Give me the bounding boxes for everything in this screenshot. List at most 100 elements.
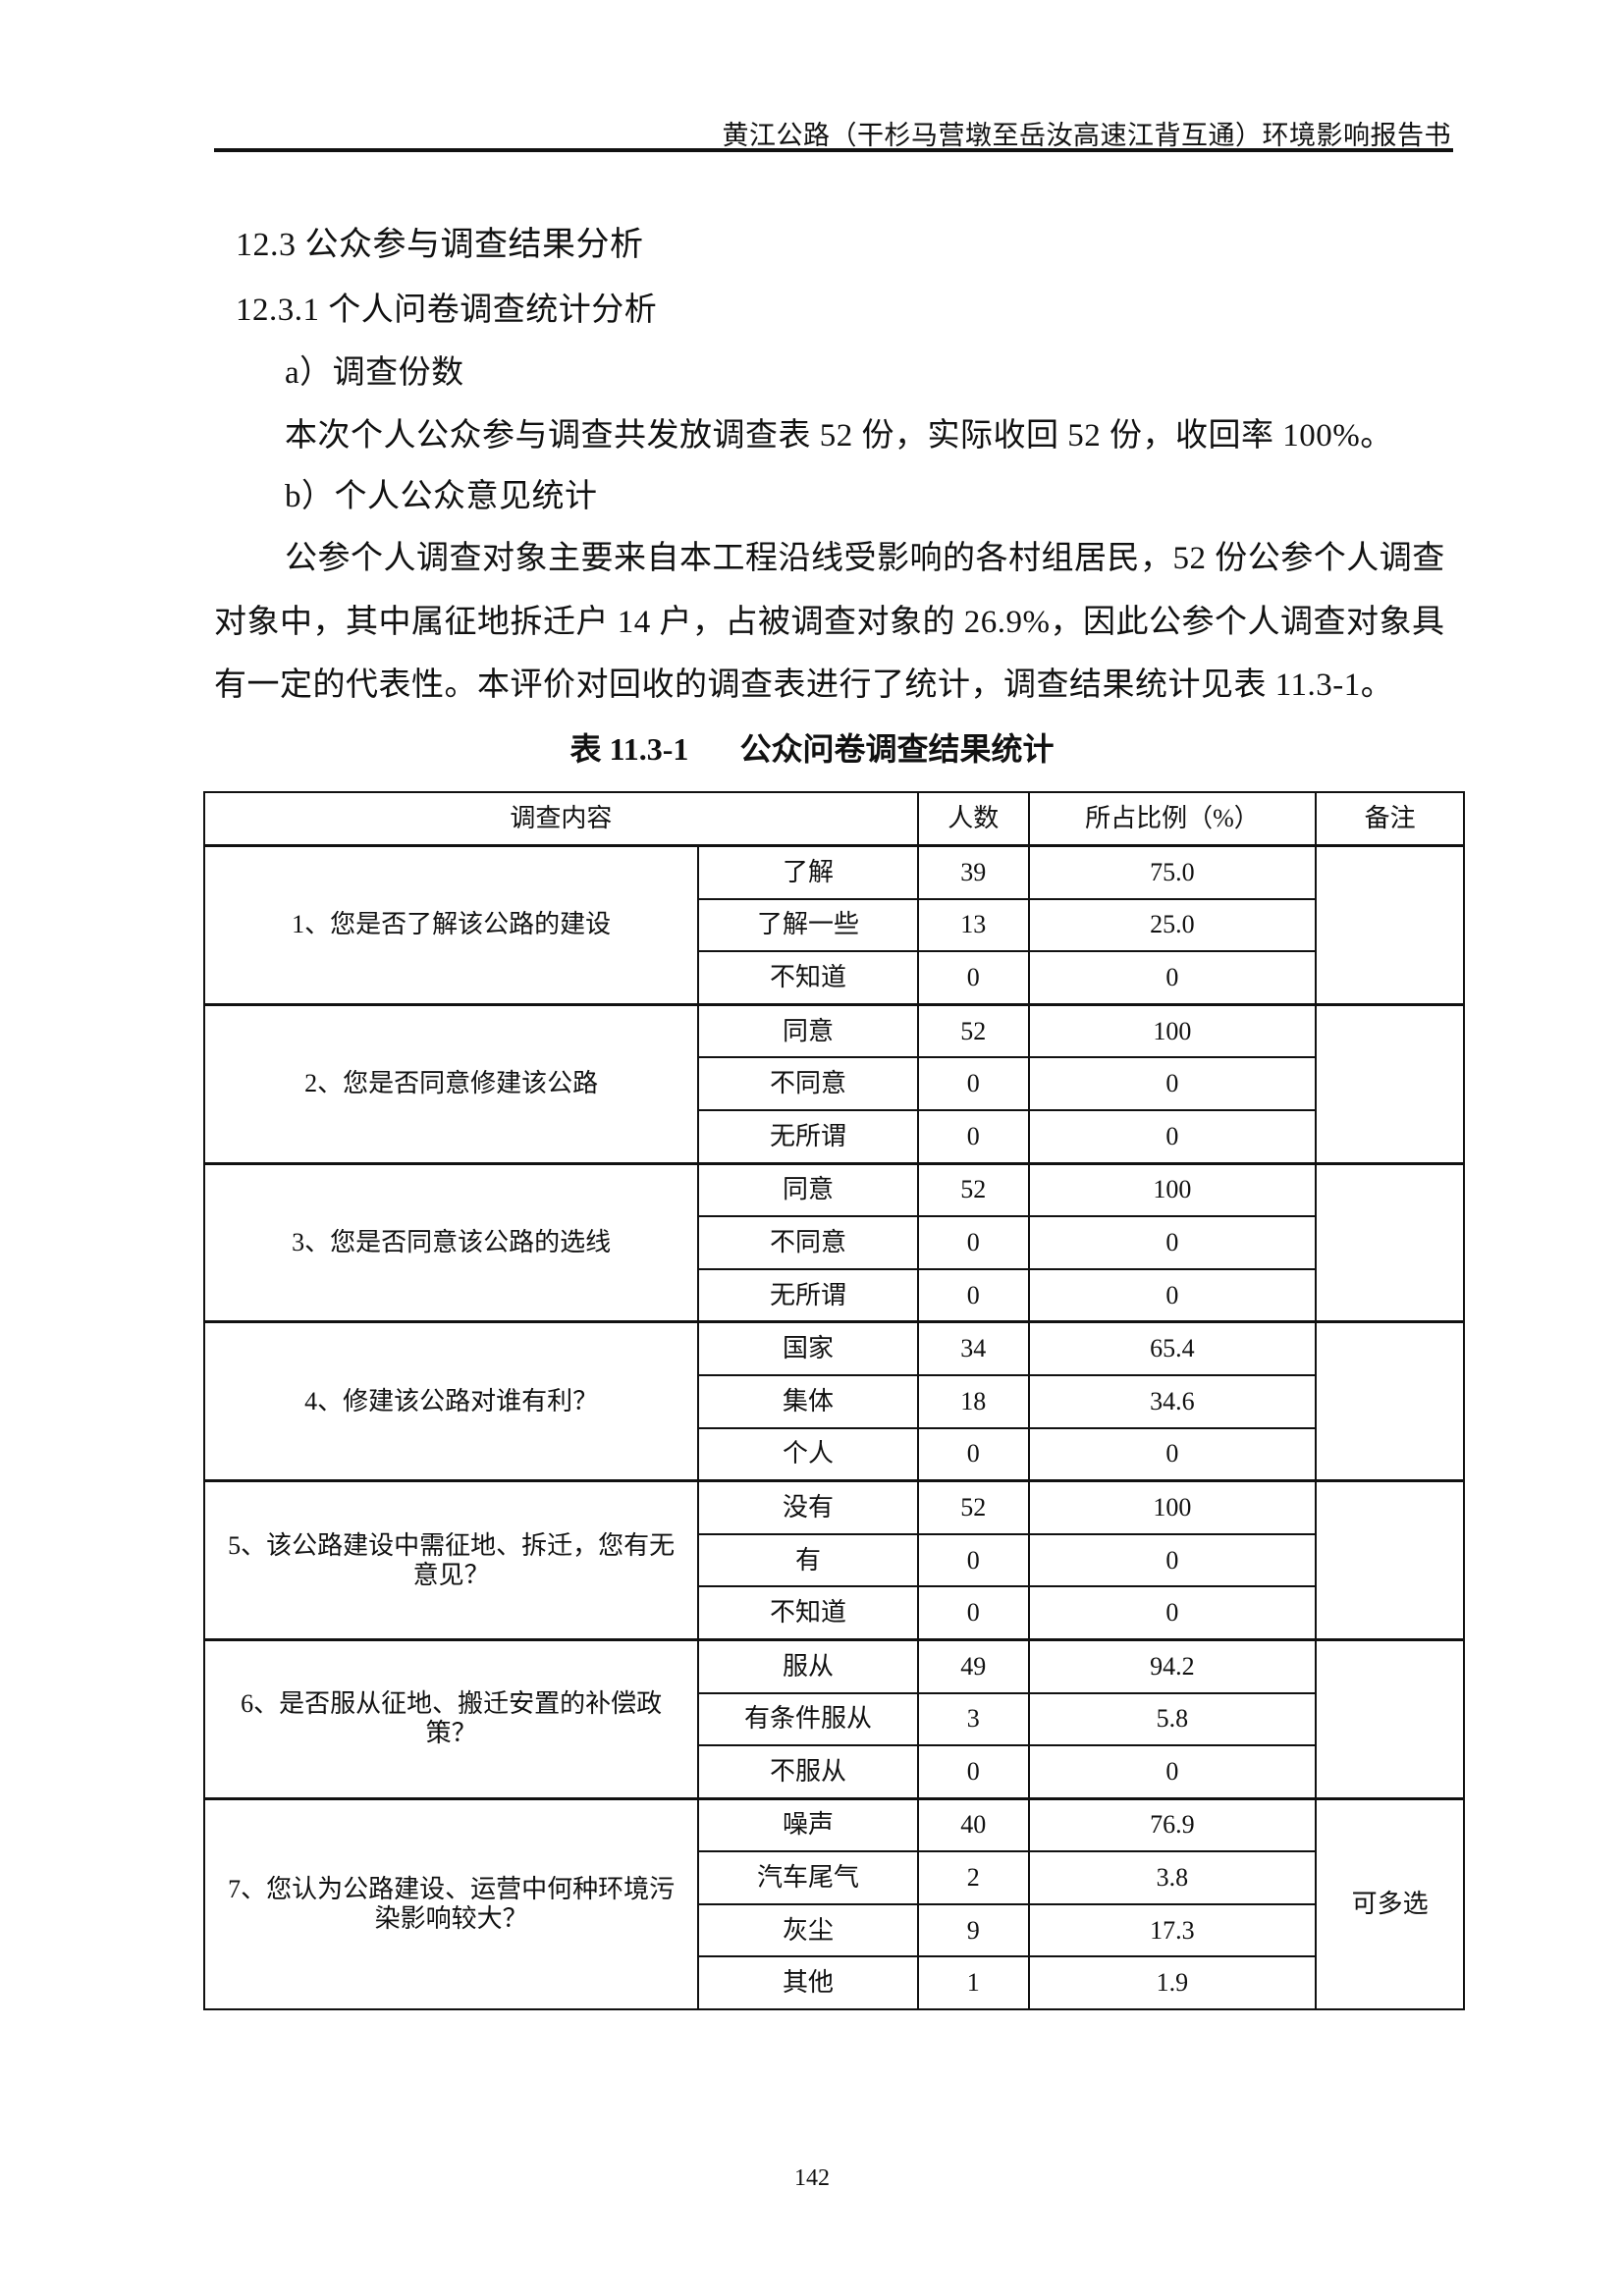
- answer-option: 不知道: [697, 950, 919, 1006]
- respondent-count: 39: [916, 843, 1030, 900]
- percentage-value: 100: [1027, 1161, 1318, 1218]
- percentage-value: 0: [1027, 1585, 1318, 1641]
- answer-option: 灰尘: [697, 1902, 919, 1958]
- percentage-value: 0: [1027, 1108, 1318, 1165]
- answer-option: 个人: [697, 1426, 919, 1482]
- percentage-value: 0: [1027, 1744, 1318, 1800]
- respondent-count: 52: [916, 1161, 1030, 1218]
- respondent-count: 52: [916, 1479, 1030, 1535]
- percentage-value: 3.8: [1027, 1850, 1318, 1905]
- question-cell: 1、您是否了解该公路的建设: [202, 844, 700, 1006]
- respondent-count: 1: [916, 1955, 1030, 2011]
- percentage-value: 76.9: [1027, 1796, 1318, 1853]
- respondent-count: 0: [916, 1426, 1030, 1482]
- note-cell: 可多选: [1315, 1796, 1465, 2011]
- note-cell: [1315, 1479, 1465, 1641]
- answer-option: 同意: [697, 1161, 919, 1218]
- item-a-heading: a）调查份数: [285, 355, 464, 391]
- answer-option: 不服从: [697, 1744, 919, 1800]
- header-note: 备注: [1315, 791, 1465, 847]
- table-row: 不同意 0 0: [204, 1215, 1464, 1270]
- percentage-value: 94.2: [1027, 1637, 1318, 1694]
- percentage-value: 0: [1027, 1215, 1318, 1270]
- answer-option: 不知道: [697, 1585, 919, 1641]
- percentage-value: 0: [1027, 950, 1318, 1006]
- table-row: 不服从 0 0: [204, 1744, 1464, 1800]
- table-header-row: 调查内容 人数 所占比例（%） 备注: [203, 791, 1465, 847]
- table-row: 了解一些 13 25.0: [204, 897, 1464, 953]
- header-percentage: 所占比例（%）: [1027, 791, 1318, 847]
- percentage-value: 17.3: [1027, 1902, 1318, 1958]
- table-row: 不同意 0 0: [204, 1056, 1464, 1111]
- table-row: 汽车尾气 2 3.8: [204, 1850, 1464, 1905]
- paragraph-line: 对象中，其中属征地拆迁户 14 户，占被调查对象的 26.9%，因此公参个人调查…: [214, 605, 1445, 640]
- respondent-count: 0: [916, 1744, 1030, 1800]
- respondent-count: 2: [916, 1850, 1030, 1905]
- respondent-count: 52: [916, 1002, 1030, 1059]
- respondent-count: 0: [916, 1215, 1030, 1270]
- table-row: 有条件服从 3 5.8: [204, 1691, 1464, 1747]
- percentage-value: 100: [1027, 1002, 1318, 1059]
- respondent-count: 49: [916, 1637, 1030, 1694]
- percentage-value: 1.9: [1027, 1955, 1318, 2011]
- answer-option: 不同意: [697, 1215, 919, 1270]
- percentage-value: 100: [1027, 1479, 1318, 1535]
- respondent-count: 0: [916, 1267, 1030, 1323]
- answer-option: 无所谓: [697, 1267, 919, 1323]
- note-cell: [1315, 1637, 1465, 1800]
- header-survey-content: 调查内容: [203, 791, 919, 847]
- percentage-value: 65.4: [1027, 1320, 1318, 1376]
- respondent-count: 0: [916, 1056, 1030, 1111]
- item-b-heading: b）个人公众意见统计: [285, 479, 598, 514]
- percentage-value: 25.0: [1027, 897, 1318, 953]
- answer-option: 同意: [697, 1002, 919, 1059]
- answer-option: 不同意: [697, 1056, 919, 1111]
- table-row: 无所谓 0 0: [204, 1108, 1464, 1165]
- question-cell: 6、是否服从征地、搬迁安置的补偿政策？: [202, 1637, 700, 1800]
- table-row: 不知道 0 0: [204, 1585, 1464, 1641]
- table-row: 无所谓 0 0: [204, 1267, 1464, 1323]
- table-row: 7、您认为公路建设、运营中何种环境污染影响较大？ 噪声 40 76.9 可多选: [202, 1796, 1465, 2011]
- subsection-heading: 12.3.1 个人问卷调查统计分析: [236, 293, 658, 328]
- table-row: 不知道 0 0: [204, 950, 1464, 1006]
- table-row: 3、您是否同意该公路的选线 同意 52 100: [202, 1161, 1465, 1323]
- table-row: 5、该公路建设中需征地、拆迁，您有无意见？ 没有 52 100: [202, 1479, 1465, 1641]
- respondent-count: 3: [916, 1691, 1030, 1747]
- note-cell: [1315, 1320, 1465, 1482]
- note-cell: [1315, 844, 1465, 1006]
- answer-option: 服从: [697, 1637, 919, 1694]
- answer-option: 噪声: [697, 1796, 919, 1853]
- paragraph-line: 公参个人调查对象主要来自本工程沿线受影响的各村组居民，52 份公参个人调查: [285, 541, 1445, 576]
- table-caption: 表 11.3-1 公众问卷调查结果统计: [0, 724, 1624, 770]
- answer-option: 有条件服从: [697, 1691, 919, 1747]
- respondent-count: 18: [916, 1373, 1030, 1429]
- paragraph-line: 有一定的代表性。本评价对回收的调查表进行了统计，调查结果统计见表 11.3-1。: [214, 667, 1394, 703]
- percentage-value: 0: [1027, 1426, 1318, 1482]
- question-cell: 2、您是否同意修建该公路: [202, 1002, 700, 1165]
- table-row: 1、您是否了解该公路的建设 了解 39 75.0: [202, 843, 1465, 1006]
- header-rule: [214, 148, 1453, 152]
- note-cell: [1315, 1002, 1465, 1165]
- question-cell: 7、您认为公路建设、运营中何种环境污染影响较大？: [202, 1796, 700, 2011]
- answer-option: 没有: [697, 1479, 919, 1535]
- survey-results-table: 调查内容 人数 所占比例（%） 备注 1、您是否了解该公路的建设 了解 39 75.0…: [202, 791, 1465, 2011]
- respondent-count: 9: [916, 1902, 1030, 1958]
- respondent-count: 13: [916, 897, 1030, 953]
- table-row: 集体 18 34.6: [204, 1373, 1464, 1429]
- percentage-value: 34.6: [1027, 1373, 1318, 1429]
- percentage-value: 0: [1027, 1056, 1318, 1111]
- percentage-value: 0: [1027, 1532, 1318, 1588]
- answer-option: 其他: [697, 1955, 919, 2011]
- note-cell: [1315, 1161, 1465, 1323]
- percentage-value: 5.8: [1027, 1691, 1318, 1747]
- respondent-count: 0: [916, 1585, 1030, 1641]
- answer-option: 集体: [697, 1373, 919, 1429]
- respondent-count: 0: [916, 950, 1030, 1006]
- running-header: 黄江公路（干杉马营墩至岳汝高速江背互通）环境影响报告书: [722, 121, 1451, 150]
- item-a-text: 本次个人公众参与调查共发放调查表 52 份，实际收回 52 份，收回率 100%…: [285, 418, 1393, 454]
- answer-option: 了解一些: [697, 897, 919, 953]
- answer-option: 了解: [697, 843, 919, 900]
- header-count: 人数: [916, 791, 1030, 847]
- percentage-value: 0: [1027, 1267, 1318, 1323]
- section-heading: 12.3 公众参与调查结果分析: [236, 227, 644, 263]
